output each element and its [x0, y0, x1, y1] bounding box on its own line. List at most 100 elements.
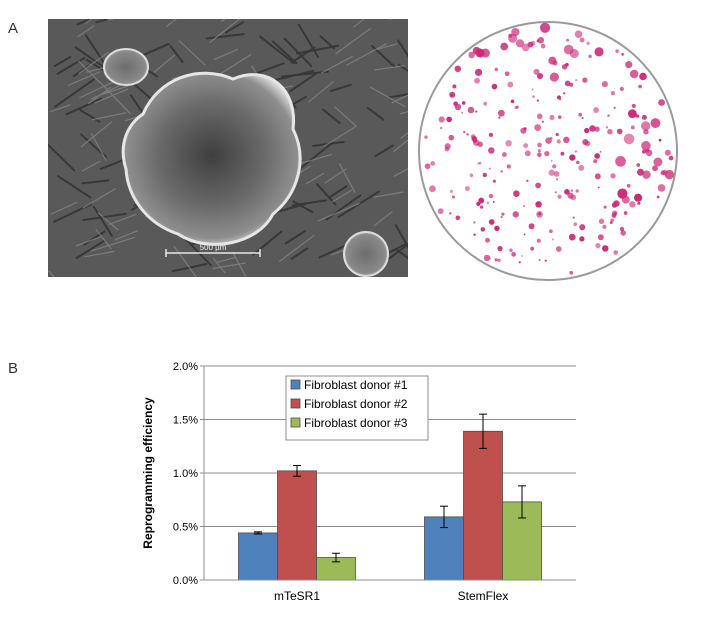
stained-colony [579, 224, 586, 231]
fibroblast-cell [377, 43, 398, 50]
stained-colony [607, 114, 610, 117]
fibroblast-cell [169, 45, 184, 63]
fibroblast-cell [48, 143, 76, 172]
fibroblast-cell [290, 247, 309, 260]
fibroblast-cell [84, 250, 115, 258]
stained-colony [513, 190, 520, 197]
stained-colony [523, 127, 527, 131]
stained-colony [494, 258, 498, 262]
stained-colony [564, 189, 570, 195]
stained-colony [444, 146, 450, 152]
stained-colony [537, 149, 541, 153]
fibroblast-cell [213, 48, 239, 60]
stained-colony [539, 22, 551, 33]
fibroblast-cell [288, 72, 317, 93]
stained-colony [476, 143, 479, 146]
stained-colony [466, 133, 469, 136]
stained-colony [506, 164, 511, 169]
stained-colony [589, 127, 592, 130]
stained-colony [653, 157, 663, 167]
stained-colony [480, 48, 490, 58]
fibroblast-cell [114, 230, 139, 241]
fibroblast-cell [65, 97, 103, 116]
stained-colony [536, 99, 539, 102]
stained-colony [464, 186, 470, 192]
stained-colony [488, 147, 495, 154]
fibroblast-cell [251, 62, 285, 76]
fibroblast-cell [323, 125, 358, 147]
y-tick-label: 1.5% [173, 415, 198, 427]
stained-colony [598, 218, 605, 225]
stained-colony [536, 113, 543, 120]
stained-colony [566, 38, 569, 42]
stained-colony [599, 151, 602, 153]
stained-colony [479, 205, 484, 209]
stained-colony [535, 182, 541, 189]
stained-colony [483, 101, 488, 106]
fibroblast-cell [297, 23, 320, 59]
stained-colony [656, 195, 660, 199]
legend-swatch [290, 379, 301, 390]
stained-colony [626, 183, 631, 188]
fibroblast-cell [91, 112, 127, 121]
stained-colony [639, 72, 647, 81]
fibroblast-cell [50, 201, 78, 215]
stained-colony [509, 248, 513, 252]
fibroblast-cell [321, 108, 341, 125]
stained-colony [500, 42, 509, 51]
fibroblast-cell [57, 175, 92, 199]
fibroblast-cell [75, 236, 102, 247]
fibroblast-cell [299, 153, 332, 165]
fibroblast-cell [400, 131, 408, 139]
fibroblast-cell [90, 133, 107, 162]
fibroblast-cell [324, 168, 347, 184]
stained-colony [601, 81, 608, 88]
stained-colony [636, 163, 641, 167]
chart-axes: 0.0% 0.5% 1.0% 1.5% 2.0% mTeSR1 StemFlex [173, 361, 576, 603]
fibroblast-cell [374, 144, 394, 158]
stained-colony [658, 99, 665, 106]
stained-colony [455, 215, 461, 221]
fibroblast-cell [56, 56, 86, 75]
fibroblast-cell [212, 257, 226, 274]
fibroblast-cell [80, 121, 113, 148]
fibroblast-cell [295, 44, 340, 55]
stained-colony [638, 84, 642, 89]
stained-colony [501, 212, 505, 216]
fibroblast-cell [346, 43, 387, 66]
x-tick-label: mTeSR1 [274, 589, 320, 603]
stained-colony [575, 189, 579, 193]
fibroblast-cell [393, 167, 408, 177]
stained-colony [594, 173, 601, 180]
x-tick-label: StemFlex [458, 589, 509, 603]
fibroblast-cell [97, 212, 119, 231]
stained-colony [615, 49, 619, 53]
stained-colony [473, 233, 476, 236]
stained-colony [614, 212, 617, 215]
stained-colony [628, 109, 637, 118]
stained-colony [498, 116, 501, 119]
panel-label-a: A [8, 20, 19, 37]
stained-colony [594, 126, 600, 132]
stained-colony [528, 223, 535, 230]
stained-colony [505, 140, 512, 147]
fibroblast-cell [95, 19, 113, 24]
fibroblast-cell [388, 93, 408, 99]
colony-micrograph: 500 µm [48, 19, 408, 277]
stained-colony [511, 27, 520, 37]
stained-colony [589, 125, 596, 132]
stained-colony [555, 178, 559, 181]
stained-colony [586, 41, 590, 45]
stained-colony [623, 211, 628, 215]
fibroblast-cell [178, 40, 206, 66]
fibroblast-cell [212, 262, 247, 270]
stained-colony [453, 101, 459, 107]
stained-colony [570, 189, 574, 192]
stained-colony [574, 150, 578, 153]
stained-colony [579, 37, 585, 43]
stained-colony [553, 170, 560, 177]
stained-colony [437, 208, 444, 215]
stained-colony [602, 245, 609, 252]
stained-colony [595, 242, 601, 249]
stained-colony [635, 114, 640, 118]
